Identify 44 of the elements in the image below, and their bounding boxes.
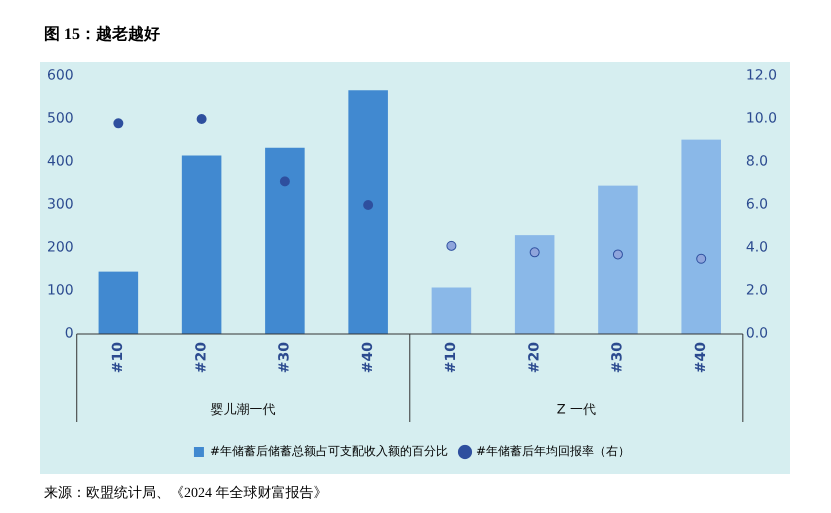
bar	[598, 186, 638, 334]
y2-tick-label: 10.0	[746, 110, 777, 127]
y-tick-label: 200	[46, 240, 74, 256]
x-tick-label: #40	[692, 342, 709, 374]
legend-label: #年储蓄后储蓄总额占可支配收入额的百分比	[210, 444, 448, 458]
text: 婴儿潮一代	[210, 402, 276, 418]
bar	[182, 156, 222, 334]
point	[446, 240, 456, 251]
y-tick-label: 600	[46, 68, 74, 84]
legend-label: #年储蓄后年均回报率（右）	[476, 444, 630, 458]
x-tick-label: #30	[276, 342, 293, 374]
y2-tick-label: 2.0	[746, 282, 768, 299]
x-tick-label: #30	[610, 342, 626, 374]
text: Z 一代	[556, 402, 596, 418]
x-tick-label: #20	[193, 342, 210, 374]
point	[363, 200, 374, 210]
y-tick-label: 400	[46, 154, 74, 170]
y-tick-label: 100	[46, 282, 74, 299]
x-tick-label: #10	[443, 342, 460, 374]
y-tick-label: 0	[64, 326, 74, 342]
bar	[514, 235, 554, 334]
y2-tick-label: 6.0	[746, 196, 768, 213]
point	[280, 176, 290, 186]
y-tick-label: 500	[46, 110, 74, 127]
y2-tick-label: 4.0	[746, 240, 768, 256]
y2-tick-label: 12.0	[746, 68, 777, 84]
source-note: 来源：欧盟统计局、《2024 年全球财富报告》	[44, 484, 328, 502]
bar	[432, 288, 472, 334]
y2-tick-label: 8.0	[746, 154, 768, 170]
bar	[98, 272, 138, 334]
chart-title: 图 15：越老越好	[44, 24, 160, 45]
point	[530, 247, 540, 258]
x-tick-label: #20	[526, 342, 542, 374]
y2-tick-label: 0.0	[746, 326, 768, 342]
point	[612, 249, 623, 260]
point	[696, 254, 706, 264]
x-tick-label: #10	[110, 342, 126, 374]
y-tick-label: 300	[46, 196, 74, 213]
x-tick-label: #40	[360, 342, 376, 374]
bar	[265, 148, 305, 334]
point	[113, 118, 124, 128]
bar	[681, 140, 721, 334]
bar	[348, 90, 388, 334]
point	[196, 114, 207, 124]
